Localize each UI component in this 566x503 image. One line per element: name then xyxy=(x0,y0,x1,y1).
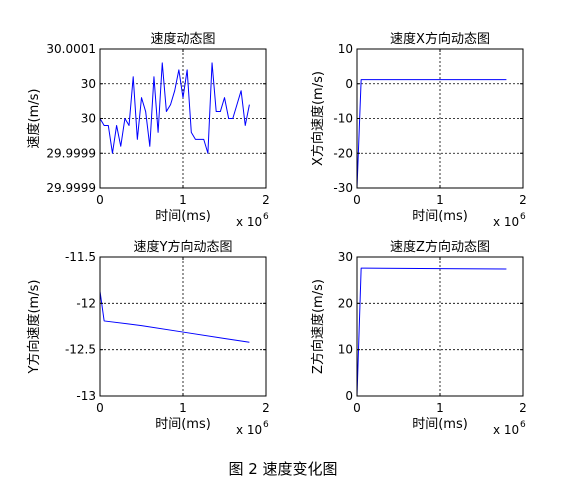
y-tick-label: -12.5 xyxy=(65,343,96,357)
y-axis-label: Y方向速度(m/s) xyxy=(26,280,42,375)
y-tick-label: 30.0001 xyxy=(46,42,96,56)
y-tick-label: 20 xyxy=(338,296,353,310)
series-line-1 xyxy=(99,291,250,343)
x-tick-label: 2 xyxy=(262,401,270,415)
y-tick-label: -13 xyxy=(76,389,96,403)
y-tick-label: -10 xyxy=(333,112,353,126)
series-line-1 xyxy=(356,79,507,189)
chart-title: 速度Y方向动态图 xyxy=(134,239,233,255)
y-tick-label: 30 xyxy=(81,112,96,126)
x-tick-label: 1 xyxy=(436,193,444,207)
x-tick-label: 0 xyxy=(96,401,104,415)
x-axis-label: 时间(ms) xyxy=(412,209,468,224)
x-axis-label: 时间(ms) xyxy=(155,417,211,432)
y-tick-label: -12 xyxy=(76,296,96,310)
y-tick-label: 10 xyxy=(338,343,353,357)
y-tick-label: 0 xyxy=(345,77,353,91)
x-tick-label: 0 xyxy=(353,401,361,415)
chart-title: 速度X方向动态图 xyxy=(390,31,490,47)
y-tick-label: -30 xyxy=(333,181,353,195)
y-tick-label: -20 xyxy=(333,146,353,160)
y-axis-label: X方向速度(m/s) xyxy=(310,71,326,166)
x-multiplier-label: x 10 xyxy=(236,423,262,437)
x-multiplier-exponent: 6 xyxy=(263,212,269,222)
x-tick-label: 0 xyxy=(353,193,361,207)
x-tick-label: 0 xyxy=(96,193,104,207)
x-axis-label: 时间(ms) xyxy=(412,417,468,432)
x-multiplier-exponent: 6 xyxy=(520,420,526,430)
y-tick-label: 30 xyxy=(81,77,96,91)
y-axis-label: Z方向速度(m/s) xyxy=(310,279,326,374)
y-tick-label: 29.9999 xyxy=(46,146,96,160)
y-tick-label: 29.9999 xyxy=(46,181,96,195)
y-tick-label: -11.5 xyxy=(65,250,96,264)
x-multiplier-label: x 10 xyxy=(493,215,519,229)
x-multiplier-exponent: 6 xyxy=(520,212,526,222)
x-multiplier-label: x 10 xyxy=(236,215,262,229)
x-tick-label: 1 xyxy=(179,401,187,415)
x-tick-label: 2 xyxy=(262,193,270,207)
x-multiplier-exponent: 6 xyxy=(263,420,269,430)
chart-title: 速度动态图 xyxy=(150,31,215,47)
y-axis-label: 速度(m/s) xyxy=(26,89,42,149)
chart-title: 速度Z方向动态图 xyxy=(390,239,490,255)
x-multiplier-label: x 10 xyxy=(493,423,519,437)
series-line-1 xyxy=(99,62,250,154)
y-tick-label: 30 xyxy=(338,250,353,264)
x-tick-label: 2 xyxy=(519,401,527,415)
x-axis-label: 时间(ms) xyxy=(155,209,211,224)
figure-caption: 图 2 速度变化图 xyxy=(228,460,338,478)
series-line-1 xyxy=(356,267,507,397)
x-tick-label: 1 xyxy=(179,193,187,207)
x-tick-label: 1 xyxy=(436,401,444,415)
y-tick-label: 0 xyxy=(345,389,353,403)
x-tick-label: 2 xyxy=(519,193,527,207)
y-tick-label: 10 xyxy=(338,42,353,56)
